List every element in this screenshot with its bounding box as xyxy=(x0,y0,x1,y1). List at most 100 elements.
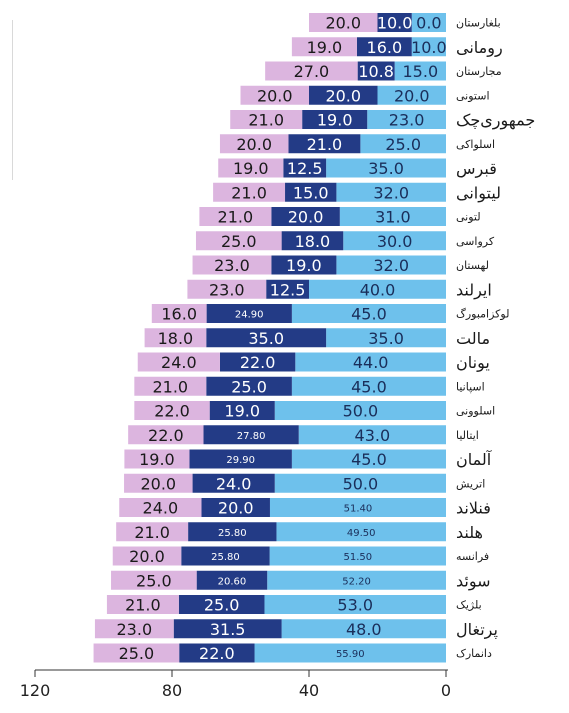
bar-segment xyxy=(336,182,446,202)
bar-segment xyxy=(326,328,446,348)
data-label: 21.0 xyxy=(307,135,343,154)
bar-segment xyxy=(201,498,270,517)
data-label: 53.0 xyxy=(337,596,373,615)
category-label: لتونی xyxy=(456,211,481,224)
bar-segment xyxy=(367,110,446,129)
data-label: 0.0 xyxy=(416,14,441,33)
bar-segment xyxy=(240,85,309,105)
bar-segment xyxy=(264,595,446,614)
category-label: رومانی xyxy=(456,38,503,58)
bar-segment xyxy=(302,110,368,129)
data-label: 10.0 xyxy=(411,38,447,57)
data-label: 24.0 xyxy=(216,474,252,493)
category-label: اتریش xyxy=(456,477,485,490)
data-label: 35.0 xyxy=(368,329,404,348)
data-label: 21.0 xyxy=(134,523,170,542)
bar-segment xyxy=(106,595,179,614)
data-label: 35.0 xyxy=(368,159,404,178)
data-label: 25.0 xyxy=(119,644,155,663)
data-label: 32.0 xyxy=(373,183,409,202)
x-tick-label: 120 xyxy=(20,681,51,700)
bar-segment xyxy=(265,61,358,81)
bar-segment xyxy=(326,158,446,178)
bar-segment xyxy=(285,182,337,202)
bar-segment xyxy=(206,376,292,396)
data-label: 27.0 xyxy=(294,62,330,81)
data-label: 16.0 xyxy=(367,38,403,57)
data-label: 44.0 xyxy=(353,353,389,372)
data-label: 25.0 xyxy=(204,596,240,615)
category-label: ایرلند xyxy=(456,280,492,300)
bar-segment xyxy=(377,85,446,105)
bar-segment xyxy=(271,255,337,275)
bar-segment xyxy=(291,376,446,396)
data-label: 31.0 xyxy=(375,208,411,227)
bar-segment xyxy=(173,619,282,639)
bar-segment xyxy=(269,546,446,566)
data-label: 15.0 xyxy=(293,183,329,202)
bar-segment xyxy=(199,207,272,226)
bar-segment xyxy=(276,522,446,542)
data-label: 20.0 xyxy=(325,86,361,105)
data-label: 10.8 xyxy=(358,62,394,81)
category-label: جمهوری‌چک xyxy=(456,111,535,131)
bar-segment xyxy=(274,401,446,420)
category-label: بلغارستان xyxy=(456,17,501,30)
bar-segment xyxy=(188,522,277,542)
data-label: 18.0 xyxy=(158,329,194,348)
data-label: 12.5 xyxy=(287,159,323,178)
decorative-divider xyxy=(12,20,13,180)
category-label: لوکزامبورگ xyxy=(456,308,509,321)
bar-segment xyxy=(291,37,357,57)
data-label: 22.0 xyxy=(154,402,190,421)
data-label: 20.0 xyxy=(257,86,293,105)
data-label: 29.90 xyxy=(226,455,255,466)
bar-segment xyxy=(254,643,446,663)
bar-segment xyxy=(124,449,190,469)
data-label: 24.0 xyxy=(143,499,179,518)
data-label: 20.0 xyxy=(140,474,176,493)
bar-segment xyxy=(179,643,255,663)
data-label: 21.0 xyxy=(218,208,254,227)
bar-segment xyxy=(134,376,207,396)
bar-segment xyxy=(309,13,378,32)
category-label: آلمان xyxy=(456,450,493,469)
bar-segment xyxy=(112,546,182,566)
data-label: 12.5 xyxy=(270,280,306,299)
data-label: 23.0 xyxy=(117,620,153,639)
data-label: 21.0 xyxy=(152,377,188,396)
bar-segment xyxy=(230,110,303,129)
data-label: 25.80 xyxy=(218,528,247,539)
data-label: 51.40 xyxy=(344,504,373,515)
data-label: 48.0 xyxy=(346,620,382,639)
bar-segment xyxy=(219,134,289,154)
category-label: اسلوونی xyxy=(456,405,495,418)
bar-segment xyxy=(209,401,275,420)
x-tick-label: 40 xyxy=(299,681,319,700)
bar-segment xyxy=(187,279,267,299)
data-label: 45.0 xyxy=(351,450,387,469)
category-label: اسلواکی xyxy=(456,138,495,151)
data-label: 20.0 xyxy=(394,86,430,105)
bar-segment xyxy=(218,158,284,178)
data-label: 45.0 xyxy=(351,377,387,396)
data-label: 25.0 xyxy=(385,135,421,154)
data-label: 19.0 xyxy=(233,159,269,178)
data-label: 25.0 xyxy=(221,232,257,251)
data-label: 19.0 xyxy=(307,38,343,57)
data-label: 27.80 xyxy=(237,431,266,442)
bar-segment xyxy=(206,328,327,348)
data-label: 25.0 xyxy=(136,571,172,590)
bar-segment xyxy=(195,231,282,251)
data-label: 20.60 xyxy=(218,576,247,587)
bar-segment xyxy=(283,158,327,178)
bar-segment xyxy=(192,255,272,275)
bar-segment xyxy=(288,134,361,154)
category-label: سوئد xyxy=(456,571,491,591)
bar-segment xyxy=(144,328,207,348)
category-label: اسپانیا xyxy=(456,380,485,393)
data-label: 51.50 xyxy=(343,552,372,563)
bar-segment xyxy=(119,498,202,517)
category-label: لیتوانی xyxy=(456,183,501,203)
bar-segment xyxy=(343,231,446,251)
